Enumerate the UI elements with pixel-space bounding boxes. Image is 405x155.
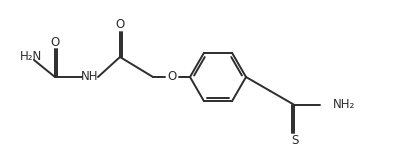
Text: NH₂: NH₂ [333,98,355,111]
Text: S: S [291,135,298,148]
Text: O: O [167,71,177,84]
Text: H₂N: H₂N [20,51,42,64]
Text: O: O [50,35,60,49]
Text: NH: NH [81,71,99,84]
Text: O: O [115,18,125,31]
